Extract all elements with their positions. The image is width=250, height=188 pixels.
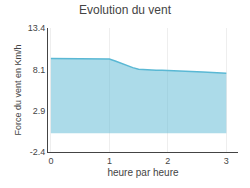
svg-text:13.4: 13.4 — [28, 23, 46, 33]
svg-text:Force du vent en Km/h: Force du vent en Km/h — [13, 44, 23, 135]
svg-text:0: 0 — [48, 156, 53, 166]
svg-text:8.1: 8.1 — [33, 65, 46, 75]
svg-text:1: 1 — [107, 156, 112, 166]
svg-text:-2.4: -2.4 — [30, 147, 46, 157]
svg-text:2.9: 2.9 — [33, 106, 46, 116]
svg-text:heure par heure: heure par heure — [107, 167, 179, 178]
svg-text:Evolution du vent: Evolution du vent — [79, 3, 172, 17]
svg-text:2: 2 — [165, 156, 170, 166]
svg-text:3: 3 — [224, 156, 229, 166]
